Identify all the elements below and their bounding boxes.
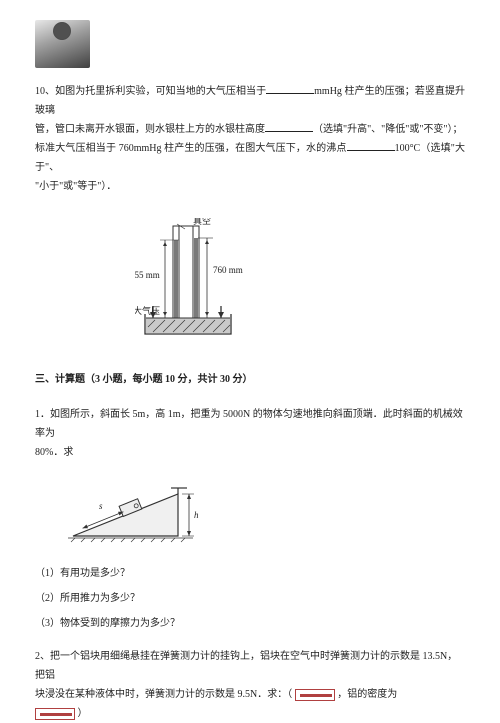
pressure-label: 大气压 (135, 305, 160, 316)
blank-3 (347, 142, 395, 151)
h-label: h (194, 510, 199, 520)
q1-sub2: （2）所用推力为多少？ (35, 589, 465, 608)
question-10: 10、如图为托里拆利实验，可知当地的大气压相当于mmHg 柱产生的压强；若竖直提… (35, 82, 465, 196)
q10-line4: "小于"或"等于"）． (35, 181, 116, 192)
right-height-label: 760 mm (213, 265, 243, 275)
blank-2 (265, 123, 313, 132)
q1-sub3: （3）物体受到的摩擦力为多少？ (35, 614, 465, 633)
torricelli-diagram: 真空 755 mm 760 mm 大气压 (135, 218, 465, 348)
q2-text-b: 块浸没在某种液体中时，弹簧测力计的示数是 9.5N．求：（ (35, 689, 292, 700)
q1-text-b: 80%．求 (35, 447, 73, 458)
experiment-photo (35, 20, 90, 68)
q2-text-d: ） (78, 708, 88, 719)
section-3-title: 三、计算题（3 小题，每小题 10 分，共计 30 分） (35, 370, 465, 389)
q10-prefix: 10、如图为托里拆利实验，可知当地的大气压相当于 (35, 86, 266, 97)
question-1: 1．如图所示，斜面长 5m，高 1m，把重为 5000N 的物体匀速地推向斜面顶… (35, 405, 465, 462)
left-height-label: 755 mm (135, 270, 160, 280)
q2-text-a: 2、把一个铝块用细绳悬挂在弹簧测力计的挂钩上，铝块在空气中时弹簧测力计的示数是 … (35, 651, 457, 681)
q1-sub1: （1）有用功是多少？ (35, 564, 465, 583)
s-label: s (99, 501, 103, 511)
red-box-inline-1 (295, 689, 335, 701)
q2-text-c: ，铝的密度为 (337, 689, 397, 700)
red-box-inline-2 (35, 708, 75, 720)
q10-line3a: 标准大气压相当于 760mmHg 柱产生的压强，在图大气压下，水的沸点 (35, 143, 347, 154)
question-2: 2、把一个铝块用细绳悬挂在弹簧测力计的挂钩上，铝块在空气中时弹簧测力计的示数是 … (35, 647, 465, 723)
vacuum-label: 真空 (193, 218, 211, 226)
q1-text-a: 1．如图所示，斜面长 5m，高 1m，把重为 5000N 的物体匀速地推向斜面顶… (35, 409, 463, 439)
blank-1 (266, 85, 314, 94)
incline-diagram: s h (63, 476, 465, 546)
q10-line2b: （选填"升高"、"降低"或"不变"）； (313, 124, 463, 135)
q10-line2a: 管，管口未离开水银面，则水银柱上方的水银柱高度 (35, 124, 265, 135)
